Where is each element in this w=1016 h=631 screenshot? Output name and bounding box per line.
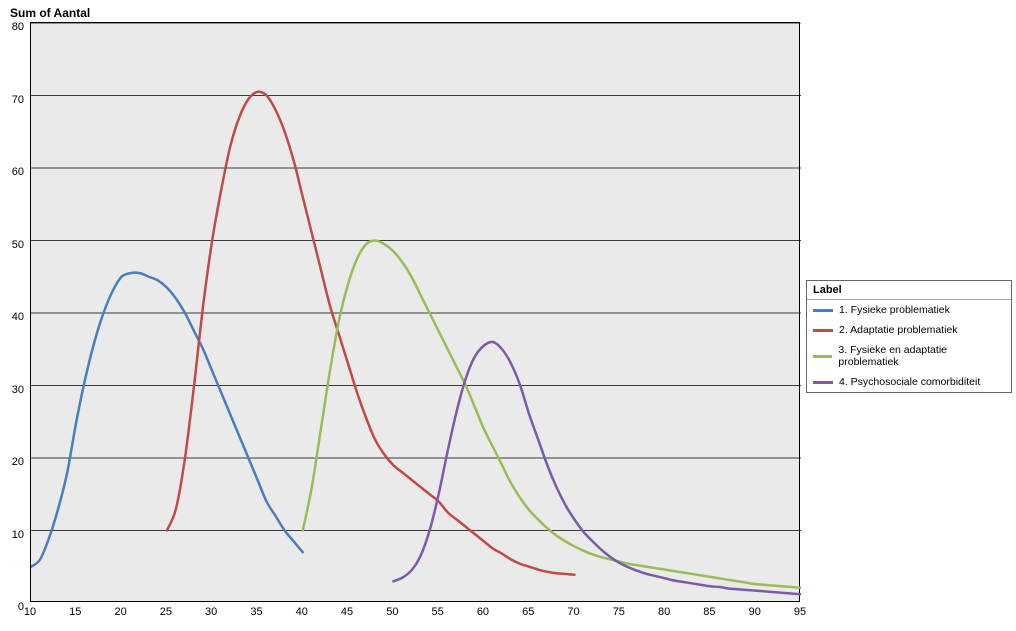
x-tick-label: 45 xyxy=(341,606,353,618)
legend-label: 1. Fysieke problematiek xyxy=(839,304,950,316)
legend-rows: 1. Fysieke problematiek 2. Adaptatie prob… xyxy=(807,300,1011,392)
x-tick-label: 65 xyxy=(522,606,534,618)
x-tick-label: 70 xyxy=(567,606,579,618)
x-tick-label: 75 xyxy=(613,606,625,618)
x-tick-label: 85 xyxy=(703,606,715,618)
legend-swatch xyxy=(813,329,833,332)
legend-title: Label xyxy=(807,281,1011,300)
legend-swatch xyxy=(813,309,833,312)
legend-label: 3. Fysieke en adaptatie problematiek xyxy=(838,344,1005,368)
x-tick-label: 10 xyxy=(24,606,36,618)
x-tick-label: 60 xyxy=(477,606,489,618)
y-tick-label: 60 xyxy=(0,166,24,178)
x-tick-label: 30 xyxy=(205,606,217,618)
series-line-s3 xyxy=(303,241,801,588)
x-tick-label: 90 xyxy=(749,606,761,618)
legend-item: 2. Adaptatie problematiek xyxy=(807,320,1011,340)
y-tick-label: 10 xyxy=(0,529,24,541)
x-tick-label: 35 xyxy=(250,606,262,618)
series-line-s2 xyxy=(167,92,575,575)
y-tick-label: 20 xyxy=(0,456,24,468)
x-tick-label: 50 xyxy=(386,606,398,618)
y-tick-label: 80 xyxy=(0,21,24,33)
series-line-s1 xyxy=(31,273,303,567)
x-tick-label: 40 xyxy=(296,606,308,618)
chart-title: Sum of Aantal xyxy=(10,6,90,20)
x-tick-label: 15 xyxy=(69,606,81,618)
legend-label: 2. Adaptatie problematiek xyxy=(839,324,958,336)
legend-swatch xyxy=(813,381,833,384)
x-tick-label: 95 xyxy=(794,606,806,618)
y-tick-label: 0 xyxy=(0,601,24,613)
x-tick-label: 20 xyxy=(114,606,126,618)
legend-label: 4. Psychosociale comorbiditeit xyxy=(839,376,980,388)
y-tick-label: 40 xyxy=(0,311,24,323)
y-tick-label: 30 xyxy=(0,384,24,396)
legend-item: 3. Fysieke en adaptatie problematiek xyxy=(807,340,1011,372)
y-tick-label: 50 xyxy=(0,239,24,251)
x-tick-label: 80 xyxy=(658,606,670,618)
legend: Label 1. Fysieke problematiek 2. Adaptati… xyxy=(806,280,1012,393)
y-tick-label: 70 xyxy=(0,94,24,106)
plot-svg xyxy=(31,23,801,603)
legend-item: 4. Psychosociale comorbiditeit xyxy=(807,372,1011,392)
legend-swatch xyxy=(813,355,832,358)
chart-container: Sum of Aantal 10 15 20 25 30 35 40 45 50 55 60 65 70… xyxy=(0,0,1016,631)
legend-item: 1. Fysieke problematiek xyxy=(807,300,1011,320)
x-tick-label: 25 xyxy=(160,606,172,618)
plot-area xyxy=(30,22,800,602)
x-tick-label: 55 xyxy=(432,606,444,618)
